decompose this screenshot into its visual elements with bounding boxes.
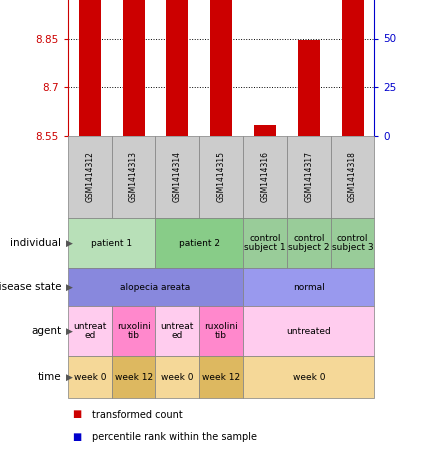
Text: GSM1414317: GSM1414317 bbox=[304, 151, 313, 202]
Text: control
subject 2: control subject 2 bbox=[288, 234, 329, 252]
Bar bbox=[123, 0, 145, 136]
Bar bbox=[254, 125, 276, 136]
Text: ▶: ▶ bbox=[66, 372, 73, 381]
Text: patient 2: patient 2 bbox=[179, 238, 220, 247]
Text: GSM1414314: GSM1414314 bbox=[173, 151, 182, 202]
Bar bbox=[210, 0, 232, 136]
Text: normal: normal bbox=[293, 283, 325, 291]
Text: GSM1414315: GSM1414315 bbox=[217, 151, 226, 202]
Bar bbox=[166, 0, 188, 136]
Text: week 12: week 12 bbox=[114, 372, 153, 381]
Bar bbox=[298, 40, 320, 136]
Text: untreat
ed: untreat ed bbox=[73, 322, 106, 340]
Text: ruxolini
tib: ruxolini tib bbox=[204, 322, 238, 340]
Text: ▶: ▶ bbox=[66, 238, 73, 247]
Text: control
subject 3: control subject 3 bbox=[332, 234, 374, 252]
Text: GSM1414318: GSM1414318 bbox=[348, 152, 357, 202]
Text: week 0: week 0 bbox=[161, 372, 194, 381]
Text: week 12: week 12 bbox=[202, 372, 240, 381]
Text: GSM1414312: GSM1414312 bbox=[85, 152, 94, 202]
Text: disease state: disease state bbox=[0, 282, 61, 292]
Text: week 0: week 0 bbox=[74, 372, 106, 381]
Text: transformed count: transformed count bbox=[92, 410, 183, 419]
Text: untreat
ed: untreat ed bbox=[161, 322, 194, 340]
Text: GSM1414313: GSM1414313 bbox=[129, 151, 138, 202]
Text: individual: individual bbox=[11, 238, 61, 248]
Text: ruxolini
tib: ruxolini tib bbox=[117, 322, 151, 340]
Text: time: time bbox=[38, 372, 61, 382]
Text: ▶: ▶ bbox=[66, 283, 73, 291]
Text: ■: ■ bbox=[72, 432, 81, 442]
Text: control
subject 1: control subject 1 bbox=[244, 234, 286, 252]
Text: ■: ■ bbox=[72, 410, 81, 419]
Bar bbox=[79, 0, 101, 136]
Text: ▶: ▶ bbox=[66, 327, 73, 336]
Text: alopecia areata: alopecia areata bbox=[120, 283, 191, 291]
Text: week 0: week 0 bbox=[293, 372, 325, 381]
Text: untreated: untreated bbox=[286, 327, 331, 336]
Text: percentile rank within the sample: percentile rank within the sample bbox=[92, 432, 257, 442]
Text: agent: agent bbox=[31, 326, 61, 336]
Bar bbox=[342, 0, 364, 136]
Text: patient 1: patient 1 bbox=[91, 238, 132, 247]
Text: GSM1414316: GSM1414316 bbox=[261, 151, 269, 202]
